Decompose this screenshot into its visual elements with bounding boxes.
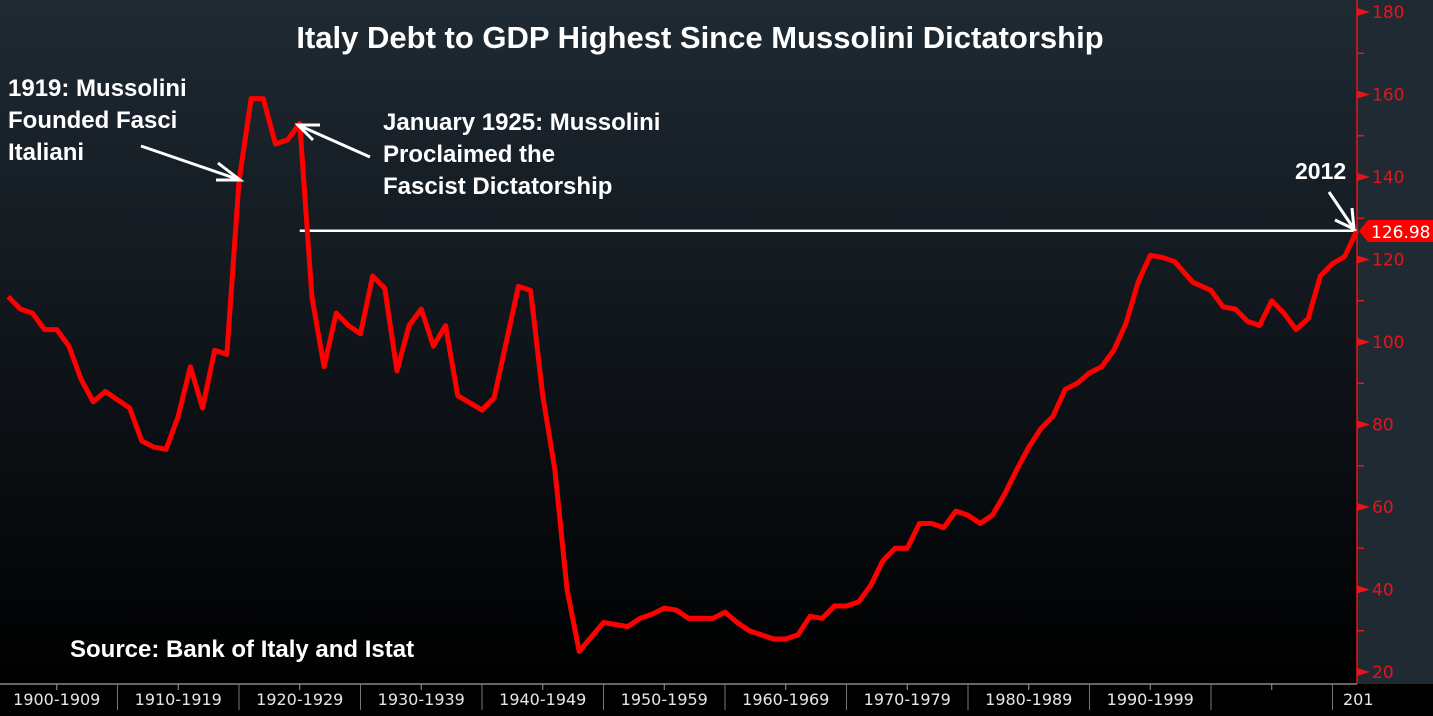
- y-tick-label-80: 80: [1372, 416, 1394, 436]
- annotation-1919-line1: 1919: Mussolini: [8, 75, 187, 102]
- x-tick-label-2010: 201: [1343, 690, 1374, 709]
- last-value-label: 126.98: [1371, 223, 1430, 243]
- x-tick-label-1930: 1930-1939: [378, 690, 465, 709]
- y-tick-mark-160: [1357, 90, 1370, 99]
- annotation-1919-line3: Italiani: [8, 139, 84, 166]
- y-tick-mark-120: [1357, 255, 1370, 264]
- annotation-1919-arrow: [140, 144, 245, 182]
- series-points: [8, 98, 1357, 652]
- y-tick-mark-140: [1357, 173, 1370, 181]
- y-tick-label-60: 60: [1372, 498, 1394, 518]
- y-tick-mark-100: [1357, 338, 1370, 346]
- x-tick-label-1900: 1900-1909: [13, 690, 100, 709]
- annotation-1925-line1: January 1925: Mussolini: [383, 109, 660, 136]
- y-tick-label-180: 180: [1372, 3, 1404, 23]
- y-tick-mark-80: [1357, 420, 1370, 429]
- x-tick-label-1980: 1980-1989: [985, 690, 1072, 709]
- annotation-1925-line2: Proclaimed the: [383, 141, 555, 168]
- y-tick-label-20: 20: [1372, 663, 1394, 683]
- source-note: Source: Bank of Italy and Istat: [70, 636, 414, 663]
- y-tick-mark-40: [1357, 585, 1370, 594]
- last-value-tag: 126.98: [1359, 220, 1433, 243]
- x-tick-label-1940: 1940-1949: [499, 690, 586, 709]
- y-tick-mark-60: [1357, 503, 1370, 511]
- annotation-2012-label: 2012: [1295, 158, 1346, 184]
- annotation-1919-line2: Founded Fasci: [8, 107, 177, 134]
- y-tick-mark-20: [1357, 668, 1370, 676]
- y-axis-ticks: 20 40 60 80 100 120 140 160 180: [1357, 3, 1404, 683]
- x-tick-label-1950: 1950-1959: [621, 690, 708, 709]
- x-tick-label-1920: 1920-1929: [256, 690, 343, 709]
- annotation-1925-line3: Fascist Dictatorship: [383, 173, 612, 200]
- y-tick-label-160: 160: [1372, 86, 1404, 106]
- y-tick-label-120: 120: [1372, 251, 1404, 271]
- x-tick-label-1960: 1960-1969: [742, 690, 829, 709]
- x-tick-label-1910: 1910-1919: [135, 690, 222, 709]
- x-axis-ticks: 1900-1909 1910-1919 1920-1929 1930-1939 1940…: [13, 684, 1374, 710]
- annotation-1925-arrow: [294, 123, 371, 159]
- y-tick-label-40: 40: [1372, 581, 1394, 601]
- x-tick-label-1970: 1970-1979: [864, 690, 951, 709]
- y-tick-label-140: 140: [1372, 168, 1404, 188]
- y-tick-mark-180: [1357, 8, 1370, 16]
- y-tick-label-100: 100: [1372, 333, 1404, 353]
- chart-title: Italy Debt to GDP Highest Since Mussolin…: [296, 20, 1103, 55]
- x-tick-label-1990: 1990-1999: [1107, 690, 1194, 709]
- plot-background: [0, 0, 1357, 684]
- annotation-2012-arrow: [1327, 191, 1356, 232]
